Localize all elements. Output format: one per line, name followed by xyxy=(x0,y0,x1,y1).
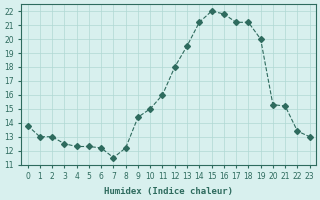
X-axis label: Humidex (Indice chaleur): Humidex (Indice chaleur) xyxy=(104,187,233,196)
